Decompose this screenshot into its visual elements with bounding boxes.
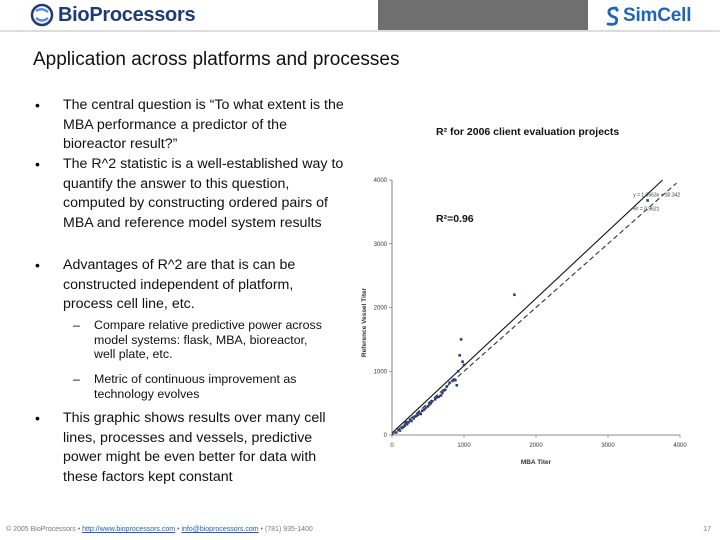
header-left-panel xyxy=(0,0,378,30)
data-point xyxy=(646,199,649,202)
data-point xyxy=(454,378,457,382)
y-tick-label: 1000 xyxy=(374,369,388,375)
bullet-dot: • xyxy=(35,257,40,273)
sub-bullet-dash: – xyxy=(73,372,80,386)
footer-email-link[interactable]: info@bioprocessors.com xyxy=(181,526,259,533)
bullet-dot: • xyxy=(35,156,40,172)
simcell-logo: SimCell xyxy=(604,4,691,28)
data-point xyxy=(445,385,449,388)
bioprocessors-logo-icon xyxy=(30,3,54,27)
data-point xyxy=(461,360,464,363)
data-point xyxy=(448,381,451,385)
y-tick-label: 4000 xyxy=(374,178,388,184)
footer-separator: • xyxy=(177,526,180,533)
data-point xyxy=(397,428,400,432)
y-axis-title: Reference Vessel Titer xyxy=(361,287,368,357)
x-tick-label: 2000 xyxy=(529,443,543,449)
data-point xyxy=(443,388,447,392)
data-point xyxy=(455,383,459,387)
x-tick-label: 0 xyxy=(390,443,394,449)
data-point xyxy=(403,424,407,427)
data-point xyxy=(437,395,441,399)
data-point xyxy=(413,415,417,418)
data-point xyxy=(433,398,437,401)
sub-bullet-2: Metric of continuous improvement as tech… xyxy=(94,372,297,401)
footer-phone: • (781) 935-1400 xyxy=(260,526,313,533)
data-point xyxy=(410,419,413,423)
data-point xyxy=(408,418,412,421)
bioprocessors-logo-text: BioProcessors xyxy=(58,3,196,26)
data-point xyxy=(416,413,420,416)
data-point xyxy=(441,391,444,395)
data-point xyxy=(407,420,410,424)
x-tick-label: 3000 xyxy=(601,443,615,449)
slide-title: Application across platforms and process… xyxy=(33,49,400,70)
bullet-1: The central question is “To what extent … xyxy=(63,97,344,153)
x-tick-label: 1000 xyxy=(457,443,471,449)
footer: © 2005 BioProcessors • http://www.biopro… xyxy=(6,526,313,533)
data-point xyxy=(423,408,426,411)
r-squared-label: R²=0.96 xyxy=(436,213,474,225)
bullet-4: This graphic shows results over many cel… xyxy=(63,410,326,485)
fit-r-squared: R² = 0.9621 xyxy=(633,207,659,213)
data-point xyxy=(398,429,402,432)
data-point xyxy=(452,378,456,381)
data-point xyxy=(435,396,438,399)
data-point xyxy=(458,354,461,357)
bullet-dot: • xyxy=(35,410,40,426)
sub-bullet-1: Compare relative predictive power across… xyxy=(94,318,322,361)
x-tick-label: 4000 xyxy=(673,443,687,449)
data-point xyxy=(418,411,421,414)
page-number: 17 xyxy=(703,526,711,533)
y-tick-label: 3000 xyxy=(374,242,388,248)
data-point xyxy=(395,431,398,434)
bullet-3: Advantages of R^2 are that is can be con… xyxy=(63,257,296,313)
simcell-logo-text: SimCell xyxy=(623,5,692,26)
chart-caption: R² for 2006 client evaluation projects xyxy=(436,126,620,138)
data-point xyxy=(400,426,404,430)
header-bar: BioProcessors SimCell xyxy=(0,0,720,32)
simcell-logo-icon xyxy=(606,6,619,26)
footer-website-link[interactable]: http://www.bioprocessors.com xyxy=(82,526,176,533)
header-rule xyxy=(0,30,720,32)
fit-line xyxy=(391,179,663,434)
y-tick-label: 2000 xyxy=(374,306,388,312)
data-point xyxy=(429,401,433,405)
data-point xyxy=(402,425,405,429)
data-point xyxy=(431,399,434,403)
footer-copyright: © 2005 BioProcessors • xyxy=(6,526,81,533)
data-point xyxy=(420,409,424,413)
y-tick-label: 0 xyxy=(384,433,388,439)
bullet-dot: • xyxy=(35,97,40,113)
bullet-2: The R^2 statistic is a well-established … xyxy=(63,156,344,231)
data-point xyxy=(442,389,446,392)
data-point xyxy=(424,406,428,409)
x-axis-title: MBA Titer xyxy=(521,459,552,466)
data-point xyxy=(426,405,430,408)
scatter-chart: 00 1000 1000 2000 2000 3000 3000 4000 4000 MBA Ti… xyxy=(361,178,687,466)
data-point xyxy=(459,338,463,341)
data-point xyxy=(404,420,407,424)
fit-equation: y = 1.0563x + 30.342 xyxy=(633,193,680,199)
data-point xyxy=(462,363,466,367)
data-point xyxy=(428,403,431,406)
data-point xyxy=(419,412,423,416)
data-point xyxy=(405,422,409,426)
data-point xyxy=(412,417,415,420)
sub-bullet-dash: – xyxy=(73,318,80,332)
data-point xyxy=(451,379,454,383)
identity-line xyxy=(391,182,677,436)
data-point xyxy=(456,369,460,373)
data-point xyxy=(415,414,418,418)
data-point xyxy=(439,394,443,397)
data-point xyxy=(513,293,516,297)
bioprocessors-logo: BioProcessors xyxy=(30,2,196,28)
